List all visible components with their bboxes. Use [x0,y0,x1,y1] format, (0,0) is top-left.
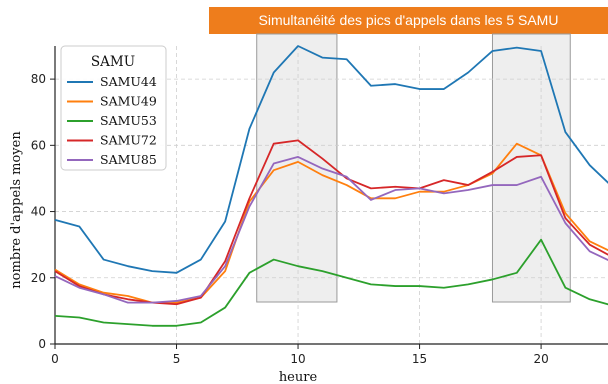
legend-label-samu85: SAMU85 [100,152,157,167]
shaded-region-2 [491,33,571,303]
x-tick-label: 10 [290,352,305,366]
series-line-samu44 [54,45,608,274]
legend-label-samu53: SAMU53 [100,113,157,128]
y-tick-label: 80 [31,72,46,86]
series-line-samu85 [54,156,608,304]
y-tick-label: 60 [31,138,46,152]
x-tick-label: 5 [173,352,181,366]
legend-label-samu49: SAMU49 [100,94,157,109]
x-tick-label: 15 [412,352,427,366]
chart-title: Simultanéité des pics d'appels dans les … [209,7,608,34]
y-tick-label: 40 [31,205,46,219]
legend: SAMU SAMU44 SAMU49 SAMU53 SAMU72 SAMU85 [60,45,167,171]
y-axis-label: nombre d'appels moyen [9,131,24,289]
legend-box [60,45,167,171]
series-line-samu53 [54,238,608,327]
x-axis-label: heure [279,370,318,384]
y-tick-label: 0 [38,337,46,351]
series-lines [54,45,608,327]
shaded-regions [256,33,571,303]
x-tick-label: 20 [533,352,548,366]
legend-label-samu44: SAMU44 [100,74,157,89]
x-tick-label: 0 [51,352,59,366]
y-tick-label: 20 [31,271,46,285]
legend-label-samu72: SAMU72 [100,133,157,148]
legend-title: SAMU [91,54,135,70]
axes: 0 5 10 15 20 0 20 40 60 80 [31,46,608,366]
